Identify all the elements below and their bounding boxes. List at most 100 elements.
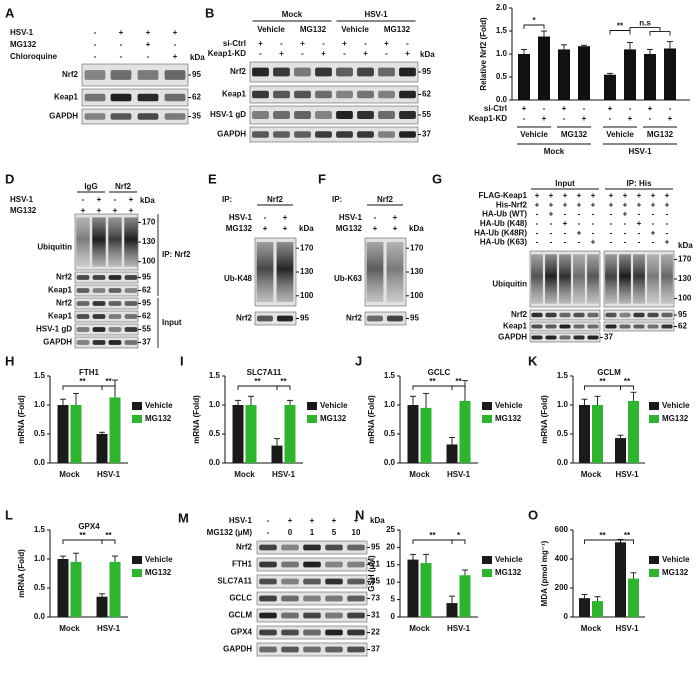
treatment-sign: + [258, 39, 263, 48]
legend-label: Vehicle [662, 401, 690, 410]
y-tick-label: 1.0 [209, 400, 221, 409]
legend-label: MG132 [320, 414, 347, 423]
bar [109, 397, 121, 463]
kda-label: 100 [410, 291, 424, 300]
treatment-label: HSV-1 [339, 213, 363, 222]
treatment-label: MG132 [10, 206, 37, 215]
sig-label: * [532, 16, 536, 25]
blot-label: Keap1 [54, 93, 79, 102]
band [347, 629, 365, 636]
chart-title: SLC7A11 [247, 368, 282, 377]
bar [578, 46, 590, 100]
legend-label: MG132 [495, 568, 522, 577]
group-label: Mock [282, 10, 303, 19]
y-tick-label: 2.0 [496, 3, 508, 12]
band [619, 312, 631, 318]
band [110, 70, 132, 80]
kda-label: 170 [300, 243, 314, 252]
sig-bracket [101, 539, 116, 544]
treatment-sign: - [652, 210, 655, 219]
bar [70, 405, 82, 463]
treatment-label: MG132 [226, 224, 253, 233]
bar [558, 49, 570, 100]
bar [70, 561, 82, 617]
legend-label: Vehicle [320, 401, 348, 410]
blot-label: Nrf2 [62, 70, 79, 79]
y-tick-label: 0.0 [34, 612, 46, 621]
treatment-label: HA-Ub (K48) [480, 219, 527, 228]
band [573, 324, 585, 329]
legend-label: MG132 [662, 414, 689, 423]
legend-swatch [649, 556, 659, 564]
kda-label: 100 [142, 257, 156, 266]
sig-label: ** [79, 377, 86, 386]
blot-label: Ub-K63 [334, 274, 363, 283]
band [559, 335, 571, 340]
kda-label: 100 [300, 291, 314, 300]
y-tick-label: 0.5 [384, 429, 396, 438]
treatment-sign: - [536, 228, 539, 237]
treatment-label: HSV-1 [229, 213, 253, 222]
sig-bracket [584, 385, 621, 390]
treatment-sign: - [583, 104, 586, 113]
bar [604, 74, 616, 100]
kda-label: 31 [371, 611, 380, 620]
treatment-sign: + [354, 516, 359, 525]
treatment-label: MG132 [336, 224, 363, 233]
sig-bracket [649, 31, 671, 36]
band [137, 93, 159, 102]
band [273, 90, 290, 99]
band [357, 131, 374, 138]
kda-label: 170 [678, 255, 692, 264]
band [252, 67, 269, 77]
treatment-label: MG132 (μM) [207, 528, 253, 537]
bar [109, 561, 121, 617]
blot-label: FTH1 [232, 560, 253, 569]
subgroup-label: MG132 [384, 25, 411, 34]
band [545, 312, 557, 318]
x-tick-label: HSV-1 [97, 624, 121, 633]
y-tick-label: 1.5 [557, 371, 569, 380]
kda-label: 55 [142, 325, 151, 334]
sig-label: ** [105, 531, 112, 540]
y-axis-label: mRNA (Fold) [17, 549, 26, 598]
smear [531, 254, 543, 304]
legend-swatch [482, 556, 492, 564]
blot-label: Nrf2 [346, 314, 363, 323]
band [110, 113, 132, 120]
kda-unit: kDa [190, 53, 205, 62]
treatment-sign: + [300, 39, 305, 48]
group-label: Mock [544, 147, 565, 156]
band [303, 578, 321, 585]
y-tick-label: 20 [386, 543, 395, 552]
band [92, 327, 106, 332]
treatment-sign: + [651, 200, 656, 209]
band [281, 612, 299, 619]
treatment-sign: + [623, 210, 628, 219]
chart-title: GPX4 [78, 522, 100, 531]
treatment-sign: + [332, 516, 337, 525]
band [336, 131, 353, 138]
legend-swatch [132, 556, 142, 564]
band [76, 301, 90, 306]
x-tick-label: Mock [409, 470, 430, 479]
treatment-sign: - [649, 114, 652, 123]
band [661, 324, 673, 329]
blot-label: Ub-K48 [224, 274, 253, 283]
treatment-sign: - [624, 238, 627, 247]
y-axis-label: GSH (μM) [367, 555, 376, 592]
sig-bracket [276, 385, 291, 390]
y-tick-label: 10 [386, 577, 395, 586]
smear [92, 217, 106, 267]
x-tick-label: Mock [59, 624, 80, 633]
bar [446, 603, 458, 617]
band [531, 335, 543, 340]
band [633, 312, 645, 318]
band [259, 612, 277, 619]
treatment-sign: + [373, 224, 378, 233]
treatment-sign: - [578, 210, 581, 219]
sig-label: * [457, 531, 461, 540]
treatment-sign: - [666, 210, 669, 219]
band [336, 67, 353, 77]
